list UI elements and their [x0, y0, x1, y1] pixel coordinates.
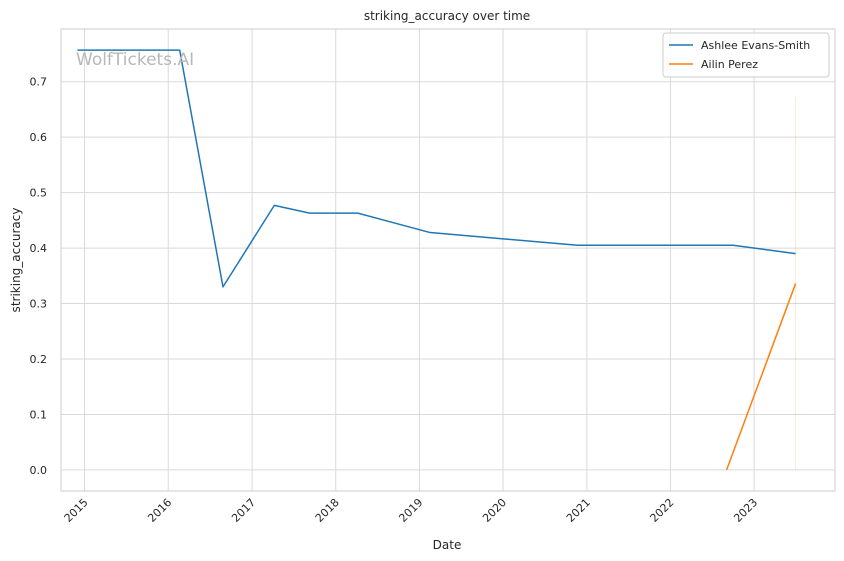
y-tick-label: 0.1 — [30, 408, 48, 421]
series-line-2 — [725, 283, 797, 471]
x-axis-title: Date — [433, 538, 462, 552]
y-tick-label: 0.4 — [30, 242, 48, 255]
chart-title: striking_accuracy over time — [364, 9, 530, 23]
watermark: WolfTickets.AI — [76, 50, 194, 70]
y-tick-label: 0.6 — [30, 131, 48, 144]
legend-label: Ashlee Evans-Smith — [701, 39, 810, 52]
y-axis-title: striking_accuracy — [9, 208, 23, 313]
y-tick-label: 0.0 — [30, 464, 48, 477]
y-axis-ticks: 0.0 0.1 0.2 0.3 0.4 0.5 0.6 0.7 — [30, 76, 48, 477]
y-tick-label: 0.2 — [30, 353, 48, 366]
series-layer — [77, 49, 797, 471]
series-line-1 — [77, 49, 796, 288]
y-tick-label: 0.3 — [30, 298, 48, 311]
legend-box — [662, 32, 830, 78]
y-tick-label: 0.7 — [30, 76, 48, 89]
y-tick-label: 0.5 — [30, 187, 48, 200]
grid — [61, 29, 835, 491]
legend: Ashlee Evans-Smith Ailin Perez — [662, 32, 830, 78]
plot-frame — [60, 28, 836, 492]
legend-label: Ailin Perez — [701, 58, 758, 71]
